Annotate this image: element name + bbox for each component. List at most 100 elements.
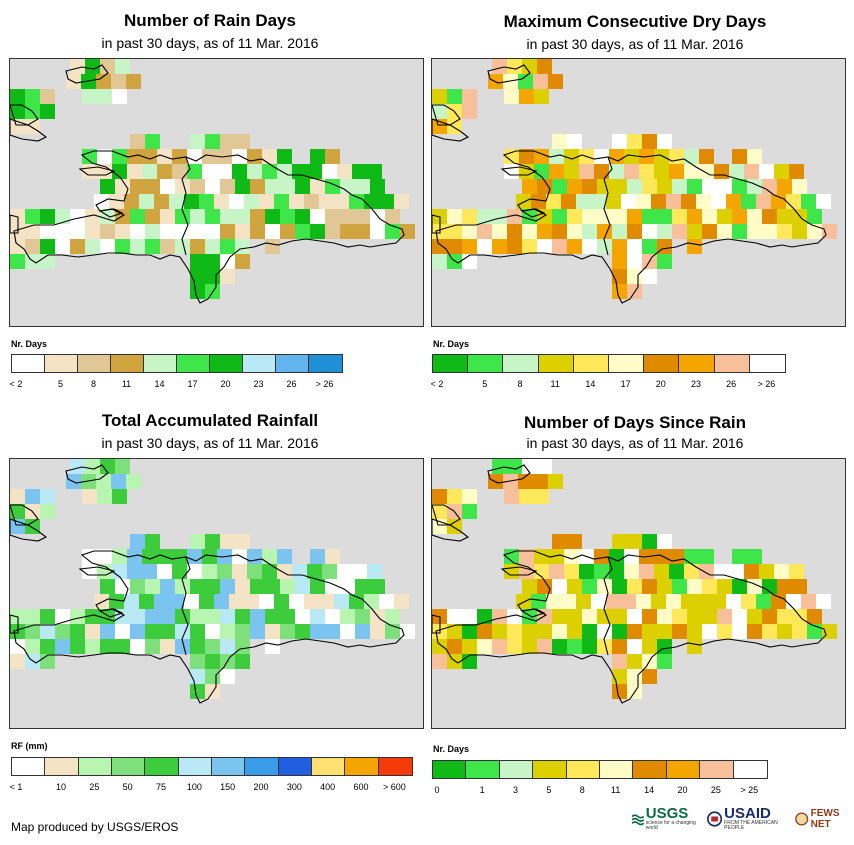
grid-cell xyxy=(250,624,265,639)
grid-cell xyxy=(672,179,687,194)
grid-cell xyxy=(112,164,127,179)
grid-cell xyxy=(130,639,145,654)
grid-cell xyxy=(687,179,702,194)
grid-cell xyxy=(310,149,325,164)
grid-cell xyxy=(25,119,40,134)
grid-cell xyxy=(657,254,672,269)
legend-labels: < 2 5 8 11 14 17 20 23 26 > 26 xyxy=(10,379,341,391)
grid-cell xyxy=(681,194,696,209)
grid-cell xyxy=(394,594,409,609)
grid-cell xyxy=(816,594,831,609)
grid-cell xyxy=(370,624,385,639)
grid-cell xyxy=(567,179,582,194)
coastline xyxy=(432,504,461,526)
grid-cell xyxy=(292,564,307,579)
grid-cell xyxy=(612,254,627,269)
grid-cell xyxy=(762,224,777,239)
grid-cell xyxy=(265,179,280,194)
grid-cell xyxy=(175,579,190,594)
coastline xyxy=(432,118,470,142)
grid-cell xyxy=(205,654,220,669)
grid-cell xyxy=(447,239,462,254)
grid-cell xyxy=(85,239,100,254)
grid-cell xyxy=(235,654,250,669)
grid-cell xyxy=(40,89,55,104)
grid-cell xyxy=(591,594,606,609)
grid-cell xyxy=(537,459,552,474)
grid-cell xyxy=(289,594,304,609)
grid-cell xyxy=(612,624,627,639)
grid-cell xyxy=(432,654,447,669)
grid-cell xyxy=(576,594,591,609)
grid-cell xyxy=(370,224,385,239)
grid-cell xyxy=(295,224,310,239)
grid-cell xyxy=(777,209,792,224)
grid-cell xyxy=(807,609,822,624)
grid-cell xyxy=(696,194,711,209)
grid-cell xyxy=(160,579,175,594)
grid-cell xyxy=(492,59,507,74)
grid-cell xyxy=(126,474,141,489)
grid-cell xyxy=(462,639,477,654)
grid-cell xyxy=(55,609,70,624)
grid-cell xyxy=(25,224,40,239)
grid-cell xyxy=(70,624,85,639)
grid-cell xyxy=(537,59,552,74)
grid-cell xyxy=(40,639,55,654)
grid-cell xyxy=(642,624,657,639)
grid-cell xyxy=(702,209,717,224)
grid-cell xyxy=(522,179,537,194)
legend-label: 14 xyxy=(154,379,165,389)
grid-cell xyxy=(100,224,115,239)
map-days-since-rain xyxy=(431,458,846,729)
coastline xyxy=(10,614,19,634)
grid-cell xyxy=(145,579,160,594)
legend-swatch xyxy=(309,355,342,372)
grid-cell xyxy=(130,134,145,149)
grid-cell xyxy=(232,149,247,164)
logos: USGS science for a changing world USAID … xyxy=(632,806,854,831)
grid-cell xyxy=(85,639,100,654)
grid-cell xyxy=(567,534,582,549)
grid-cell xyxy=(447,489,462,504)
grid-cell xyxy=(639,164,654,179)
grid-cell xyxy=(654,164,669,179)
grid-cell xyxy=(229,594,244,609)
grid-cell xyxy=(636,594,651,609)
grid-cell xyxy=(564,549,579,564)
grid-cell xyxy=(612,579,627,594)
legend-label: 11 xyxy=(121,379,132,389)
grid-cell xyxy=(657,209,672,224)
grid-cell xyxy=(247,549,262,564)
grid-cell xyxy=(627,209,642,224)
grid-cell xyxy=(385,609,400,624)
grid-cell xyxy=(741,594,756,609)
grid-cell xyxy=(792,579,807,594)
grid-cell xyxy=(567,224,582,239)
country-border xyxy=(181,556,191,656)
grid-cell xyxy=(567,639,582,654)
grid-cell xyxy=(552,239,567,254)
grid-cell xyxy=(175,239,190,254)
legend-label: 25 xyxy=(710,785,721,795)
grid-cell xyxy=(432,239,447,254)
grid-cell xyxy=(280,624,295,639)
coastline xyxy=(78,566,116,576)
grid-cell xyxy=(702,179,717,194)
grid-cell xyxy=(756,594,771,609)
grid-cell xyxy=(687,624,702,639)
grid-cell xyxy=(340,209,355,224)
grid-cell xyxy=(244,194,259,209)
grid-cell xyxy=(126,74,141,89)
grid-cell xyxy=(612,179,627,194)
grid-cell xyxy=(355,624,370,639)
grid-cell xyxy=(139,594,154,609)
grid-cell xyxy=(582,179,597,194)
coastline xyxy=(98,208,124,218)
grid-cell xyxy=(280,609,295,624)
grid-cell xyxy=(160,239,175,254)
grid-cell xyxy=(714,164,729,179)
grid-cell xyxy=(40,654,55,669)
grid-cell xyxy=(612,134,627,149)
grid-cell xyxy=(85,59,100,74)
